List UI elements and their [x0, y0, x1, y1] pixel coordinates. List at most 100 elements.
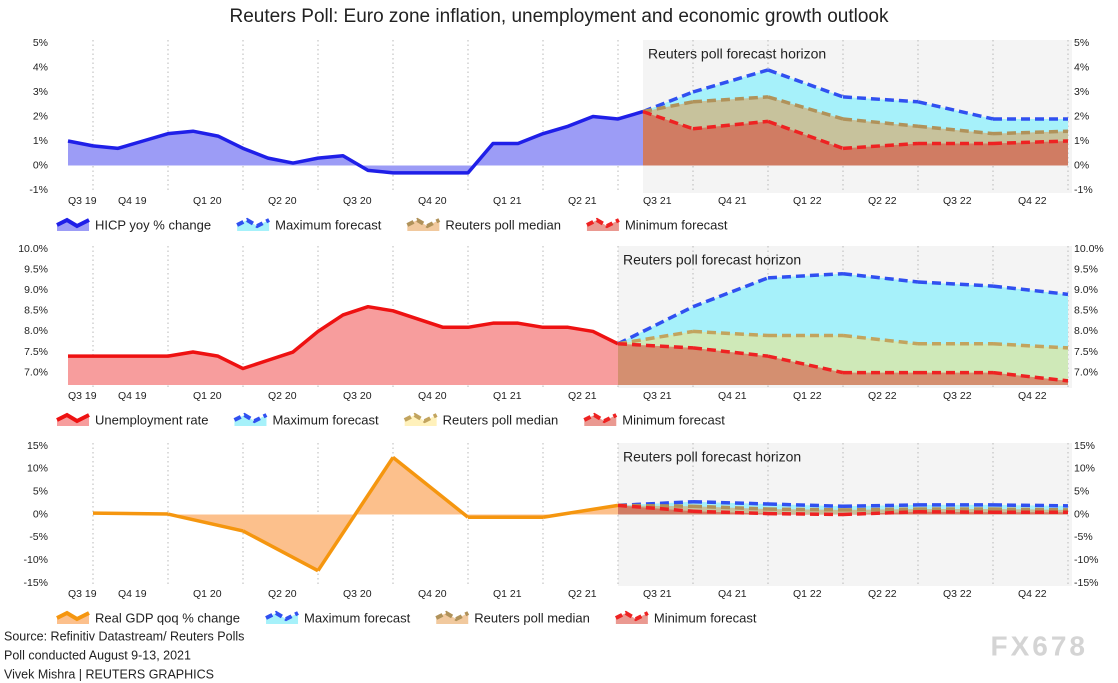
series-area	[918, 143, 993, 166]
legend-line	[265, 610, 299, 622]
y-tick-label: 5%	[33, 485, 48, 497]
x-tick-label: Q1 20	[193, 588, 222, 600]
y-tick-label: 8.0%	[24, 325, 48, 337]
legend-swatch	[237, 220, 270, 231]
series-line	[842, 507, 919, 512]
series-line	[692, 119, 769, 131]
x-tick-label: Q2 22	[868, 195, 897, 207]
legend-label: Reuters poll median	[445, 217, 561, 232]
legend-label: Reuters poll median	[443, 412, 559, 427]
series-line	[842, 510, 919, 517]
y-tick-label: 10%	[1074, 463, 1095, 475]
legend-swatch	[584, 415, 617, 426]
series-line	[767, 511, 844, 517]
legend-label: Minimum forecast	[654, 610, 757, 625]
y-tick-label: -5%	[1074, 531, 1093, 543]
series-line	[642, 100, 694, 114]
series-line	[842, 95, 919, 104]
series-area	[68, 111, 643, 173]
x-tick-label: Q2 22	[868, 588, 897, 600]
x-tick-label: Q4 22	[1018, 195, 1047, 207]
x-tick-label: Q4 20	[418, 390, 447, 402]
x-tick-label: Q2 21	[568, 195, 597, 207]
x-tick-label: Q3 21	[643, 588, 672, 600]
legend-swatch	[615, 613, 648, 624]
series-line	[842, 271, 919, 284]
series-line	[992, 129, 1069, 136]
series-area	[693, 121, 768, 166]
x-tick-label: Q4 19	[118, 390, 147, 402]
y-tick-label: 7.0%	[24, 366, 48, 378]
legend-label: HICP yoy % change	[95, 217, 211, 232]
y-tick-label: -10%	[1074, 554, 1099, 566]
legend-label: Reuters poll median	[474, 610, 590, 625]
series-area	[993, 141, 1068, 166]
series-area	[843, 372, 918, 385]
series-line	[391, 456, 470, 519]
x-tick-label: Q2 20	[268, 195, 297, 207]
y-tick-label: 5%	[1074, 485, 1089, 497]
chart-panel: Reuters poll forecast horizon Q3 19 Q4 19 Q…	[29, 37, 1092, 233]
series-line	[992, 370, 1069, 383]
series-line	[767, 507, 844, 512]
x-tick-label: Q4 21	[718, 390, 747, 402]
legend-label: Minimum forecast	[625, 217, 728, 232]
y-tick-label: 3%	[1074, 86, 1089, 98]
series-area	[768, 121, 843, 166]
series-line	[842, 503, 919, 509]
x-tick-label: Q2 22	[868, 390, 897, 402]
series-area	[843, 273, 918, 385]
series-line	[242, 529, 319, 573]
x-tick-label: Q1 21	[493, 390, 522, 402]
series-line	[642, 109, 694, 131]
series-line	[992, 284, 1069, 297]
chart-panel: Reuters poll forecast horizon Q3 19 Q4 19 Q…	[23, 440, 1098, 626]
x-tick-label: Q1 20	[193, 390, 222, 402]
y-tick-label: 2%	[1074, 110, 1089, 122]
y-tick-label: 0%	[33, 508, 48, 520]
legend-line	[406, 217, 441, 229]
series-line	[842, 333, 919, 346]
x-tick-label: Q3 19	[68, 195, 97, 207]
series-area	[843, 143, 918, 166]
series-area	[768, 273, 843, 385]
series-line	[917, 124, 994, 136]
x-tick-label: Q1 22	[793, 588, 822, 600]
series-line	[692, 329, 769, 338]
series-line	[692, 509, 769, 516]
y-tick-label: 4%	[33, 61, 48, 73]
legend-line	[586, 217, 620, 229]
series-area	[993, 286, 1068, 385]
x-tick-label: Q1 21	[493, 195, 522, 207]
series-area	[918, 281, 993, 385]
x-tick-label: Q3 19	[68, 390, 97, 402]
legend-label: Maximum forecast	[275, 217, 382, 232]
chart-panel: Reuters poll forecast horizon Q3 19 Q4 19 Q…	[18, 243, 1104, 428]
series-line	[617, 503, 694, 514]
y-tick-label: 3%	[33, 86, 48, 98]
series-line	[917, 280, 994, 288]
series-line	[767, 354, 844, 375]
x-tick-label: Q3 22	[943, 588, 972, 600]
source-line: Vivek Mishra | REUTERS GRAPHICS	[4, 667, 214, 681]
y-tick-label: 15%	[1074, 440, 1095, 452]
y-tick-label: 8.5%	[1074, 305, 1098, 317]
y-tick-label: 1%	[1074, 135, 1089, 147]
series-area	[693, 347, 768, 385]
series-line	[617, 342, 694, 350]
x-tick-label: Q3 21	[643, 195, 672, 207]
y-tick-label: 4%	[1074, 61, 1089, 73]
x-tick-label: Q3 22	[943, 195, 972, 207]
x-tick-label: Q2 21	[568, 588, 597, 600]
legend-label: Maximum forecast	[272, 412, 379, 427]
series-area	[918, 372, 993, 385]
legend-line	[236, 217, 271, 229]
forecast-label: Reuters poll forecast horizon	[623, 449, 801, 465]
series-line	[617, 503, 694, 509]
legend-label: Minimum forecast	[622, 412, 725, 427]
y-tick-label: 10.0%	[1074, 243, 1104, 255]
x-tick-label: Q3 20	[343, 588, 372, 600]
legend-line	[435, 610, 470, 622]
x-tick-label: Q4 22	[1018, 390, 1047, 402]
